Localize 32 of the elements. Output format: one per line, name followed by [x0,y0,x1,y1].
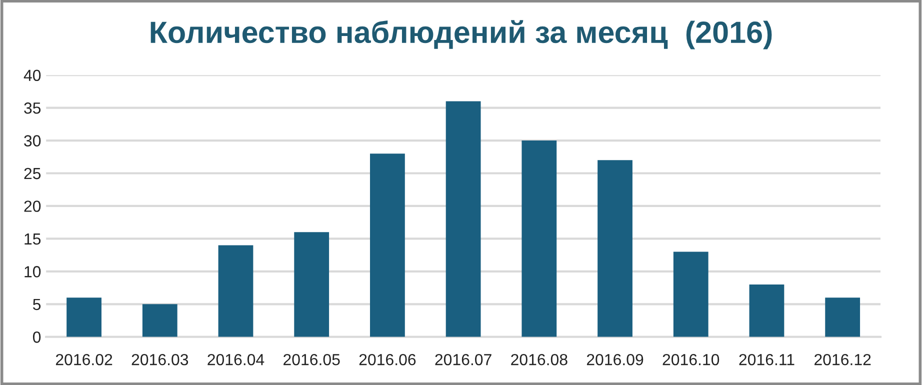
bar [142,304,178,337]
bar [749,284,784,337]
chart-title: Количество наблюдений за месяц (2016) [150,20,772,50]
x-tick-label: 2016.08 [511,354,568,366]
bar [522,140,557,337]
y-tick-label: 0 [32,332,41,343]
x-tick-label: 2016.06 [359,354,416,366]
bar [370,154,405,337]
bar [218,245,254,337]
y-tick-label: 40 [24,70,41,82]
x-tick-label: 2016.09 [586,354,644,366]
y-tick-label: 15 [24,234,41,245]
x-tick-label: 2016.07 [435,354,492,366]
x-tick-label: 2016.02 [56,354,112,366]
x-tick-label: 2016.12 [814,354,871,366]
bar [294,232,330,337]
bar [673,252,708,337]
y-tick-label: 20 [24,200,41,212]
y-tick-label: 10 [24,266,41,278]
bar [446,101,481,337]
x-tick-label: 2016.05 [284,354,340,366]
bar [598,160,632,337]
y-tick-label: 30 [24,135,41,146]
y-tick-label: 5 [32,298,41,310]
bar [66,298,102,337]
x-tick-label: 2016.11 [739,354,794,366]
bar [825,298,860,337]
x-tick-label: 2016.10 [662,354,720,366]
y-tick-label: 25 [24,168,41,180]
y-tick-label: 35 [24,102,41,114]
x-tick-label: 2016.03 [132,354,188,366]
x-tick-label: 2016.04 [208,354,264,366]
